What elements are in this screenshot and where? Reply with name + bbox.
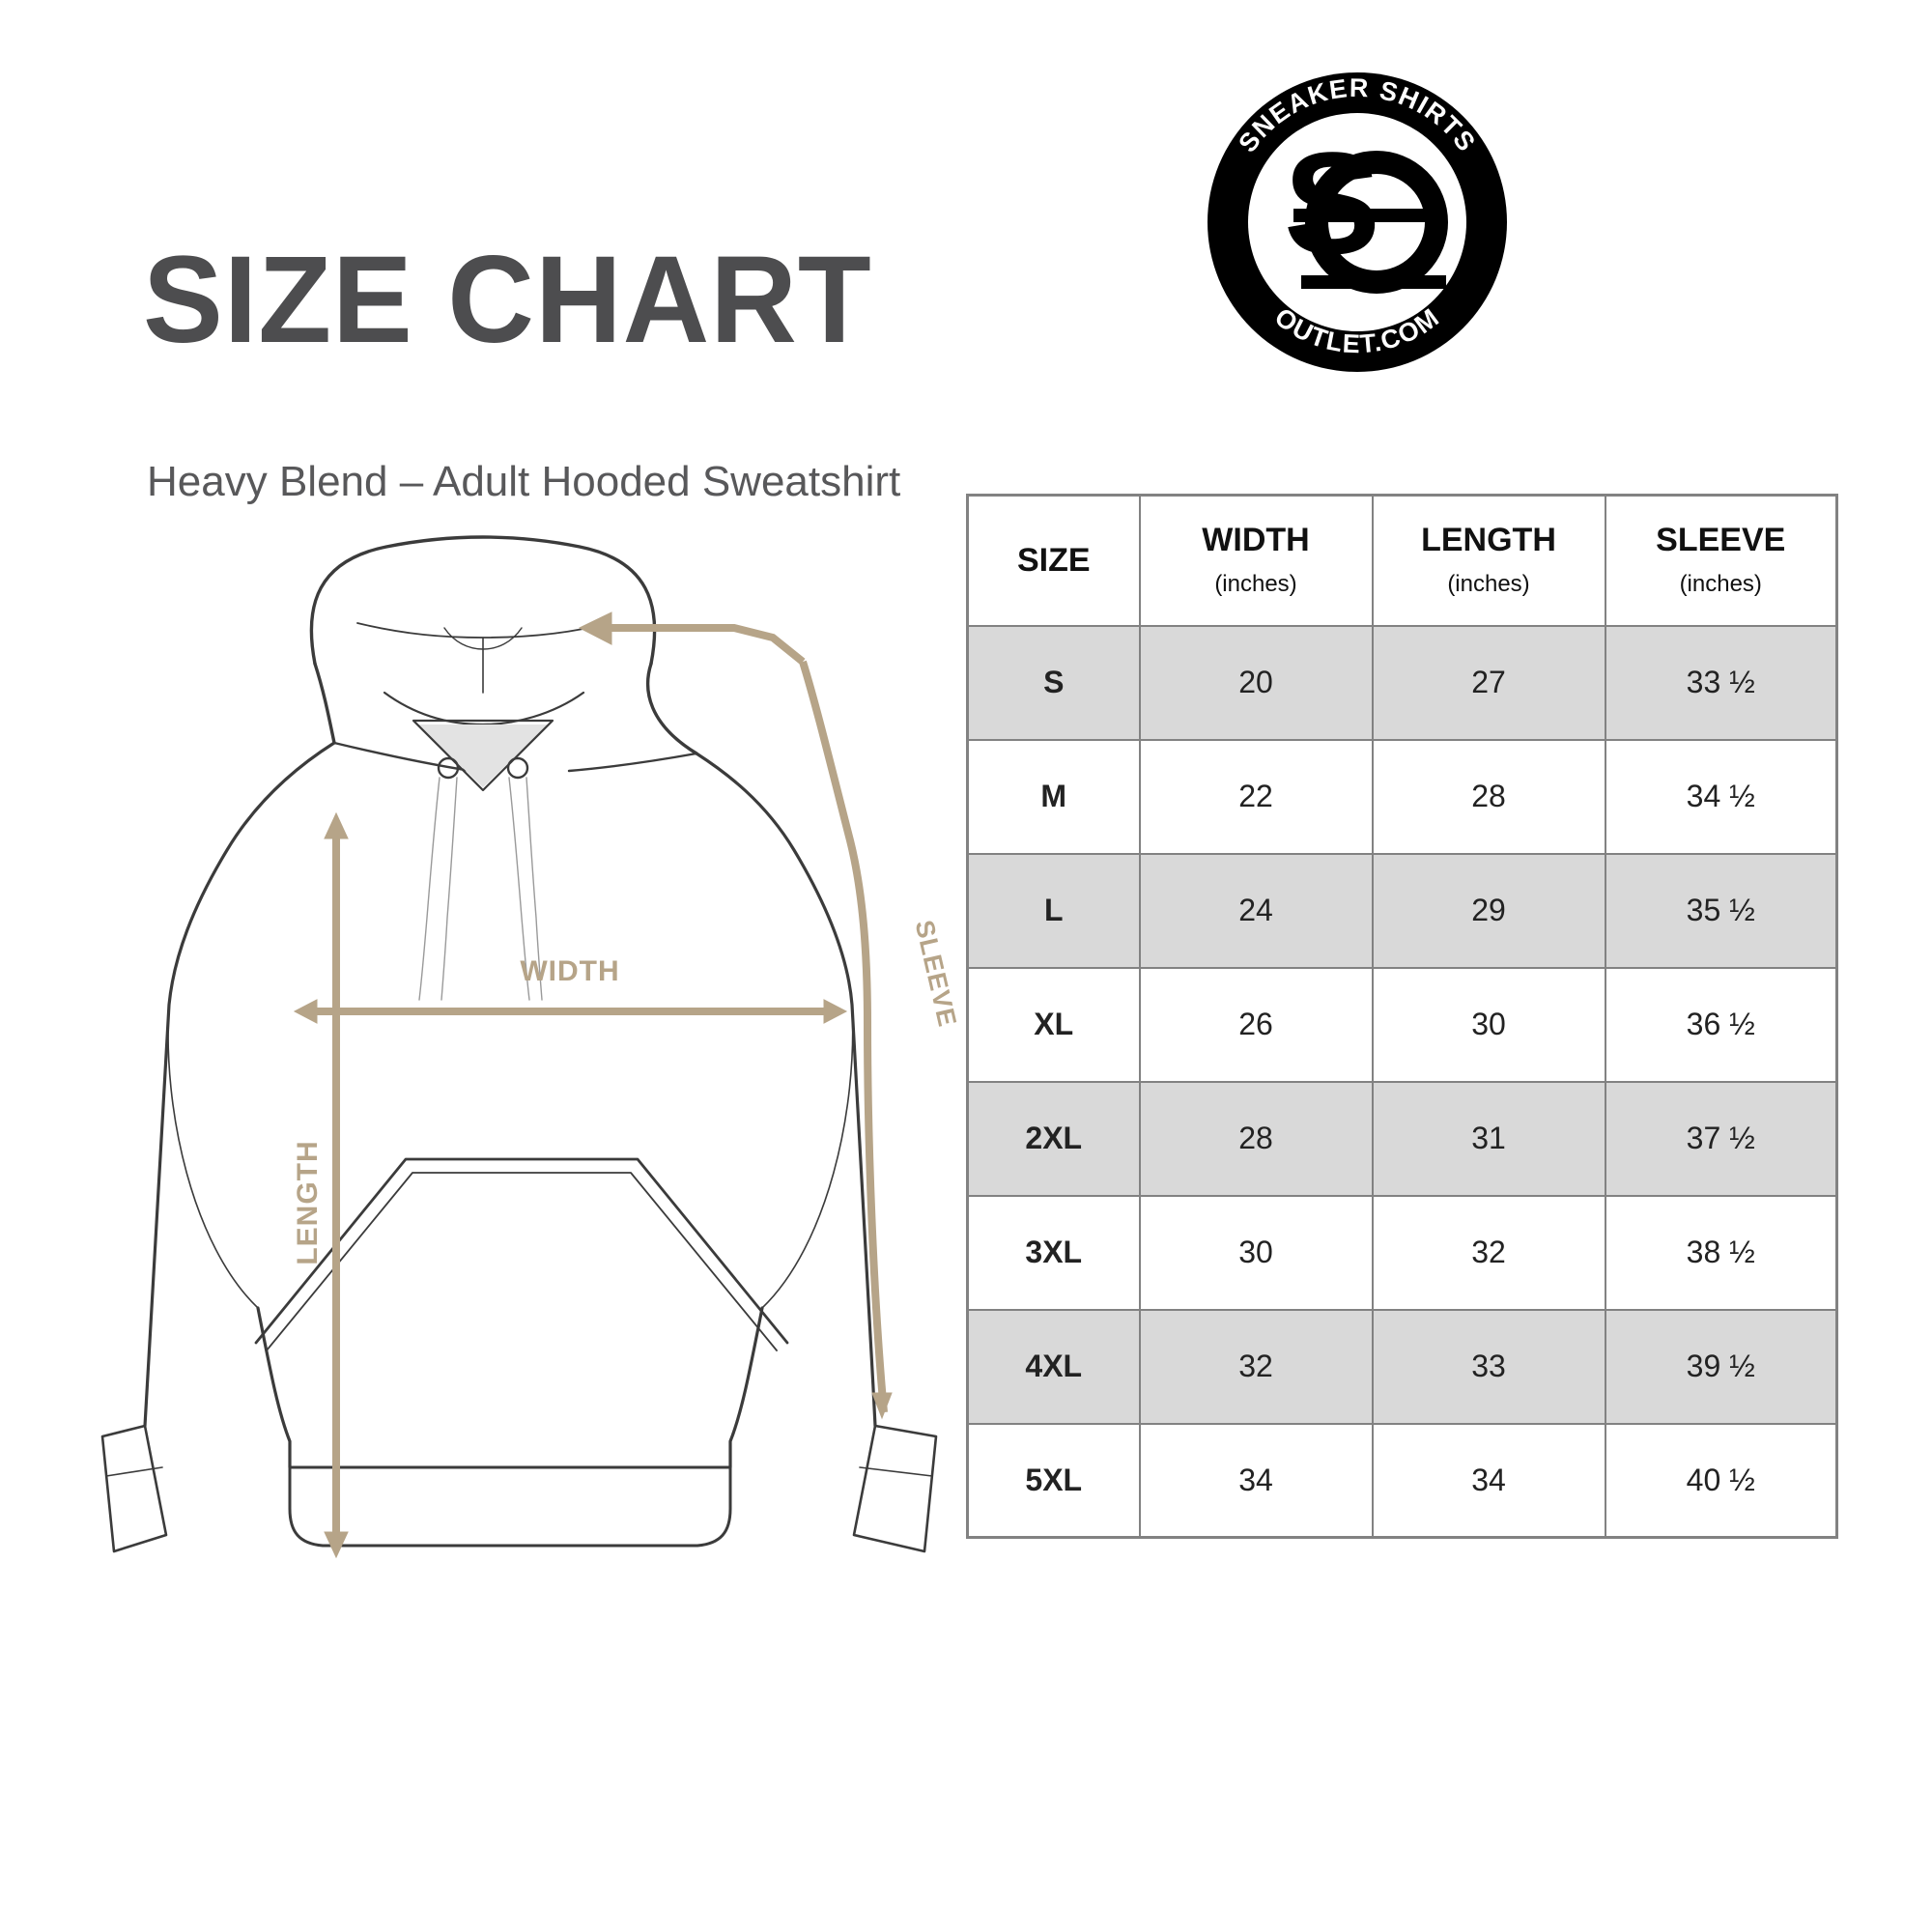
svg-text:SLEEVE: SLEEVE bbox=[909, 918, 962, 1030]
svg-text:WIDTH: WIDTH bbox=[520, 955, 619, 987]
svg-text:LENGTH: LENGTH bbox=[292, 1140, 324, 1264]
svg-text:S: S bbox=[1284, 122, 1380, 284]
